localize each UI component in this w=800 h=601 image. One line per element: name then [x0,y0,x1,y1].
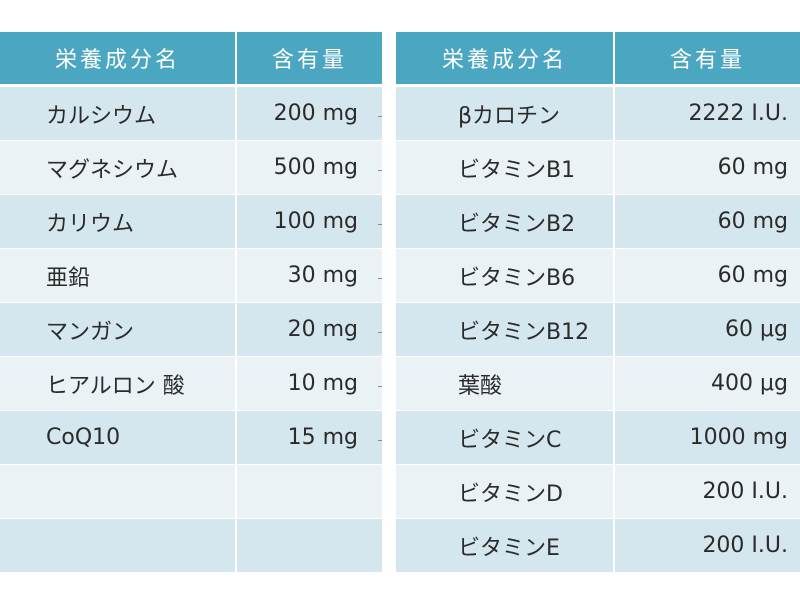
row-divider-tick [378,386,382,387]
nutrient-name: ビタミンB12 [396,303,613,356]
nutrient-amount: 20 mg [237,303,382,356]
table-row: マグネシウム 500 mg [0,141,382,194]
nutrient-amount: 200 mg [237,87,382,140]
row-divider-tick [378,116,382,117]
nutrient-name: 亜鉛 [0,249,235,302]
nutrient-name: ビタミンB1 [396,141,613,194]
nutrition-table-right: 栄養成分名 含有量 βカロチン 2222 I.U. ビタミンB1 60 mg ビ… [396,32,800,573]
table-row: ビタミンB12 60 μg [396,303,800,356]
header-content-amount: 含有量 [615,32,800,84]
nutrient-amount: 100 mg [237,195,382,248]
nutrient-name: βカロチン [396,87,613,140]
nutrient-amount: 10 mg [237,357,382,410]
nutrient-name: カリウム [0,195,235,248]
table-row: カルシウム 200 mg [0,87,382,140]
nutrient-name: ヒアルロン 酸 [0,357,235,410]
header-nutrient-name: 栄養成分名 [396,32,613,84]
nutrient-amount: 200 I.U. [615,519,800,572]
row-divider-tick [378,224,382,225]
table-row: マンガン 20 mg [0,303,382,356]
table-row: ビタミンD 200 I.U. [396,465,800,518]
nutrient-amount: 400 μg [615,357,800,410]
nutrient-amount: 2222 I.U. [615,87,800,140]
nutrient-name: CoQ10 [0,411,235,464]
header-nutrient-name: 栄養成分名 [0,32,235,84]
nutrient-name: ビタミンE [396,519,613,572]
table-row: ビタミンB6 60 mg [396,249,800,302]
table-row: ビタミンE 200 I.U. [396,519,800,572]
nutrient-amount: 200 I.U. [615,465,800,518]
nutrient-name: マグネシウム [0,141,235,194]
header-content-amount: 含有量 [237,32,382,84]
table-row: 葉酸 400 μg [396,357,800,410]
nutrient-name: マンガン [0,303,235,356]
table-row: βカロチン 2222 I.U. [396,87,800,140]
table-header: 栄養成分名 含有量 [0,32,382,84]
nutrient-name: ビタミンB2 [396,195,613,248]
nutrient-amount: 30 mg [237,249,382,302]
nutrient-amount: 60 μg [615,303,800,356]
nutrient-amount: 60 mg [615,195,800,248]
row-divider-tick [378,170,382,171]
nutrient-amount [237,519,382,572]
nutrient-amount: 1000 mg [615,411,800,464]
nutrient-name: カルシウム [0,87,235,140]
nutrient-name: ビタミンD [396,465,613,518]
nutrient-name: ビタミンB6 [396,249,613,302]
row-divider-tick [378,332,382,333]
table-row: 亜鉛 30 mg [0,249,382,302]
nutrient-name [0,465,235,518]
nutrient-name [0,519,235,572]
nutrition-table-left: 栄養成分名 含有量 カルシウム 200 mg マグネシウム 500 mg カリウ… [0,32,382,573]
table-header: 栄養成分名 含有量 [396,32,800,84]
nutrient-amount: 15 mg [237,411,382,464]
nutrient-name: 葉酸 [396,357,613,410]
table-row: ビタミンB2 60 mg [396,195,800,248]
row-divider-tick [378,278,382,279]
table-row: ビタミンB1 60 mg [396,141,800,194]
table-row-empty [0,465,382,518]
table-row-empty [0,519,382,572]
table-row: CoQ10 15 mg [0,411,382,464]
table-row: ビタミンC 1000 mg [396,411,800,464]
table-row: カリウム 100 mg [0,195,382,248]
nutrient-amount: 60 mg [615,249,800,302]
table-row: ヒアルロン 酸 10 mg [0,357,382,410]
row-divider-tick [378,440,382,441]
nutrient-name: ビタミンC [396,411,613,464]
nutrient-amount [237,465,382,518]
nutrient-amount: 60 mg [615,141,800,194]
nutrient-amount: 500 mg [237,141,382,194]
